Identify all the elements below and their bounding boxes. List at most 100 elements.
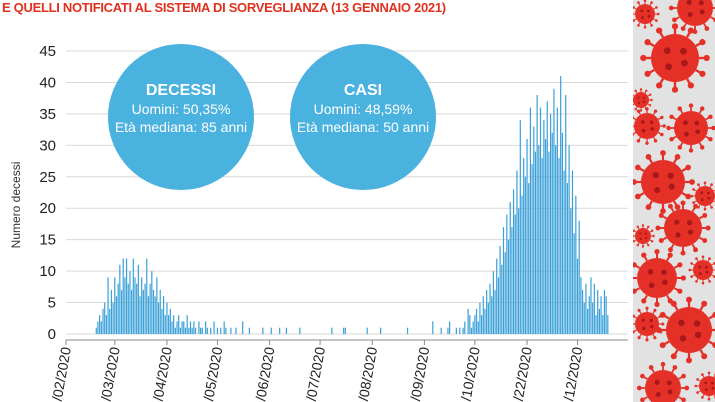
bar xyxy=(575,195,577,334)
bar xyxy=(524,176,526,334)
bar xyxy=(119,264,121,334)
y-tick-label: 40 xyxy=(39,74,56,91)
bar xyxy=(581,289,584,334)
bar xyxy=(131,289,133,334)
bar xyxy=(553,88,555,334)
y-tick-label: 25 xyxy=(39,169,56,186)
bar xyxy=(201,327,203,334)
bar xyxy=(566,183,569,334)
bar xyxy=(183,321,185,334)
bar xyxy=(159,289,161,334)
bar xyxy=(580,277,582,334)
bar xyxy=(184,327,187,334)
virus-icon xyxy=(640,23,710,93)
bar xyxy=(551,132,553,334)
bar xyxy=(380,327,382,334)
bar xyxy=(470,327,473,334)
bar xyxy=(168,315,170,334)
virus-icon xyxy=(668,0,715,35)
bar xyxy=(173,315,175,334)
bar xyxy=(147,296,150,334)
bar xyxy=(440,327,442,334)
virus-icon xyxy=(633,306,665,342)
y-tick-label: 30 xyxy=(39,137,56,154)
bar xyxy=(110,289,113,334)
bar xyxy=(432,321,434,334)
virus-decoration-panel xyxy=(633,0,715,402)
bar xyxy=(136,283,138,334)
bar xyxy=(134,277,136,334)
bar xyxy=(546,101,548,334)
bar xyxy=(186,315,188,334)
bar xyxy=(598,308,600,334)
bar xyxy=(149,283,151,334)
bar xyxy=(486,289,488,334)
bar xyxy=(593,283,595,334)
bar xyxy=(112,302,114,334)
bar xyxy=(472,321,474,334)
bar xyxy=(152,289,155,334)
bar xyxy=(132,258,134,334)
bar xyxy=(189,321,192,334)
bar xyxy=(565,95,567,335)
bar xyxy=(178,315,180,334)
y-tick-label: 35 xyxy=(39,106,56,123)
bar xyxy=(509,201,511,334)
bar xyxy=(157,302,160,334)
bar xyxy=(124,277,126,334)
x-tick-label: 1/10/2020 xyxy=(456,346,483,402)
y-axis-label: Numero decessi xyxy=(9,162,23,249)
bar xyxy=(210,327,212,334)
bar xyxy=(198,321,200,334)
bar xyxy=(544,139,547,334)
bar xyxy=(511,227,513,334)
deaths-bubble-men: Uomini: 50,35% xyxy=(131,101,231,117)
bar xyxy=(176,321,178,334)
bar xyxy=(447,327,449,334)
bar xyxy=(129,271,131,334)
bar xyxy=(139,296,141,334)
bar xyxy=(585,283,587,334)
bar xyxy=(494,289,496,334)
deaths-bubble-median-age: Età mediana: 85 anni xyxy=(114,119,248,135)
bar xyxy=(548,151,550,334)
bar xyxy=(597,289,599,334)
bar xyxy=(213,321,215,334)
bar xyxy=(171,321,173,334)
chart-bars xyxy=(95,76,609,335)
deaths-bubble-title: DECESSI xyxy=(145,82,217,99)
bar xyxy=(514,214,516,334)
bar xyxy=(578,220,580,334)
bar xyxy=(467,308,469,334)
virus-icon xyxy=(655,296,715,364)
virus-icon xyxy=(633,249,686,307)
bar xyxy=(516,170,518,334)
bar xyxy=(538,145,540,334)
bar xyxy=(105,315,107,334)
bar xyxy=(99,315,101,334)
virus-icon xyxy=(633,224,655,248)
x-tick-label: 1/12/2020 xyxy=(559,346,586,402)
bar xyxy=(191,327,193,334)
bar xyxy=(543,120,545,335)
bar xyxy=(607,315,609,334)
bar xyxy=(528,183,530,334)
y-tick-label: 15 xyxy=(39,232,56,249)
bar xyxy=(344,327,346,334)
bar xyxy=(573,233,575,334)
bar xyxy=(166,302,168,334)
bar xyxy=(521,195,523,334)
bar xyxy=(366,327,368,334)
y-axis-ticks: 0 5 10 15 20 25 30 35 40 45 xyxy=(39,43,56,343)
virus-icon xyxy=(655,200,711,256)
bar xyxy=(523,157,525,334)
x-tick-label: 1/03/2020 xyxy=(96,346,123,402)
bar xyxy=(100,321,102,334)
bar xyxy=(137,264,139,334)
bar xyxy=(193,321,195,334)
bar xyxy=(181,321,183,334)
bar xyxy=(555,145,557,334)
bar xyxy=(519,120,521,335)
bar xyxy=(590,277,592,334)
bar xyxy=(248,327,251,334)
